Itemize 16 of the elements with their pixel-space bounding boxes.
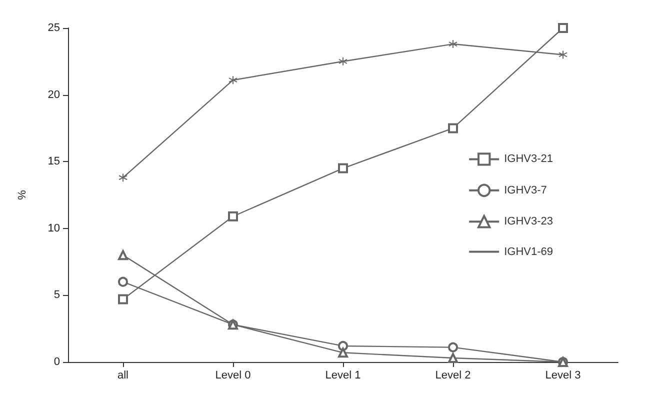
y-axis-title: % [16,190,28,200]
x-tick-label: Level 0 [215,370,251,382]
x-tick-label: Level 3 [545,370,581,382]
y-tick-label: 15 [48,156,60,168]
legend-label: IGHV1-69 [504,246,554,258]
legend-label: IGHV3-21 [504,153,554,166]
y-tick-label: 5 [54,289,60,302]
y-tick-label: 0 [54,356,60,368]
y-tick-label: 25 [48,22,60,34]
x-tick-label: Level 2 [435,370,471,382]
y-tick-label: 20 [48,88,60,101]
x-tick-label: Level 1 [325,370,361,382]
y-tick-label: 10 [48,222,60,234]
legend-label: IGHV3-23 [504,216,554,228]
legend-label: IGHV3-7 [504,184,547,196]
x-tick-label: all [117,370,129,382]
